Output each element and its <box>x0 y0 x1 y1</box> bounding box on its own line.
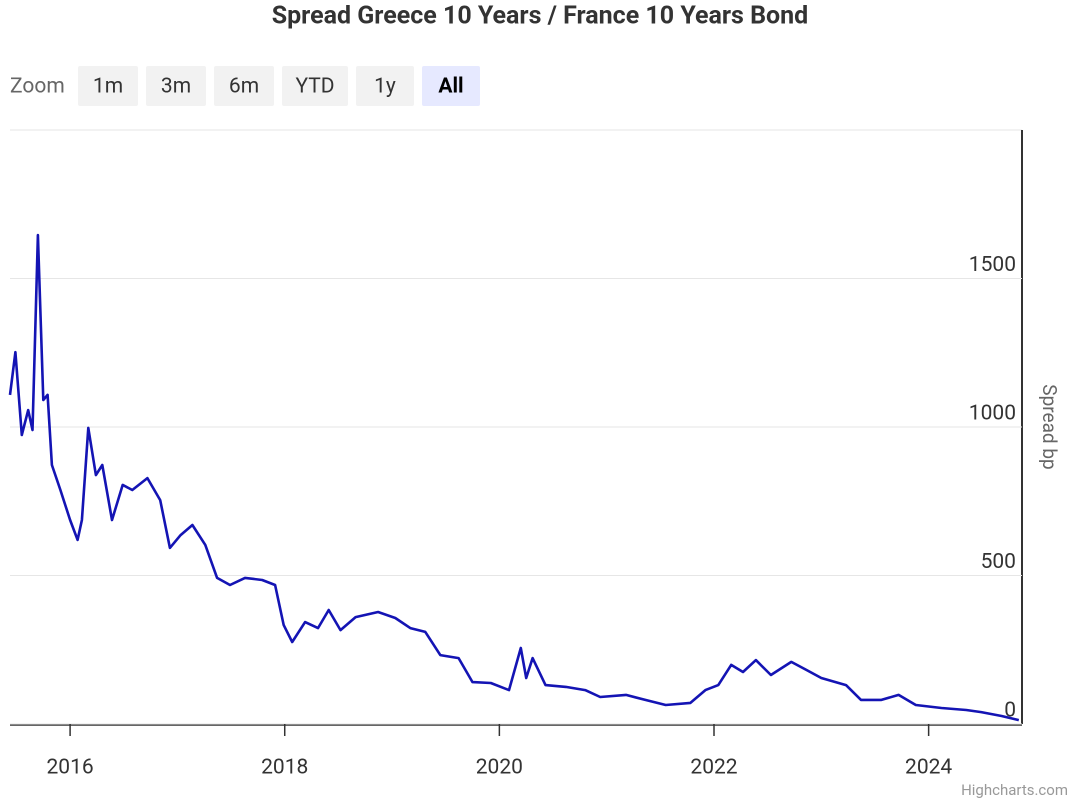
zoom-button-label: All <box>438 75 463 99</box>
zoom-button-label: 3m <box>161 75 191 99</box>
zoom-button-label: 6m <box>229 75 259 99</box>
zoom-button[interactable]: 6m <box>214 66 274 106</box>
x-tick-label: 2022 <box>690 756 737 780</box>
y-tick-label: 1000 <box>969 402 1016 426</box>
zoom-button-label: 1y <box>374 75 396 99</box>
zoom-button-bg <box>78 66 138 106</box>
y-tick-label: 1500 <box>969 253 1016 277</box>
x-tick-label: 2024 <box>905 756 952 780</box>
zoom-button-bg <box>282 66 348 106</box>
credits: Highcharts.com <box>961 781 1068 799</box>
zoom-button-bg <box>356 66 414 106</box>
zoom-button[interactable]: 1y <box>356 66 414 106</box>
zoom-button[interactable]: YTD <box>282 66 348 106</box>
y-tick-label: 0 <box>1004 699 1016 723</box>
x-tick-label: 2018 <box>261 756 308 780</box>
zoom-label: Zoom <box>10 75 65 99</box>
x-tick-label: 2020 <box>476 756 523 780</box>
zoom-button-label: YTD <box>295 75 334 99</box>
zoom-button-bg <box>214 66 274 106</box>
series-line <box>8 233 1020 722</box>
zoom-button-bg <box>422 66 480 106</box>
x-tick-label: 2016 <box>46 756 93 780</box>
y-axis-title: Spread bp <box>1038 384 1061 469</box>
zoom-button-label: 1m <box>93 75 123 99</box>
y-tick-label: 500 <box>981 550 1016 574</box>
zoom-button[interactable]: 1m <box>78 66 138 106</box>
zoom-buttons: 1m 3m 6m YTD 1y All <box>78 66 480 106</box>
zoom-button[interactable]: 3m <box>146 66 206 106</box>
zoom-button[interactable]: All <box>422 66 480 106</box>
chart-title: Spread Greece 10 Years / France 10 Years… <box>272 2 809 31</box>
zoom-button-bg <box>146 66 206 106</box>
